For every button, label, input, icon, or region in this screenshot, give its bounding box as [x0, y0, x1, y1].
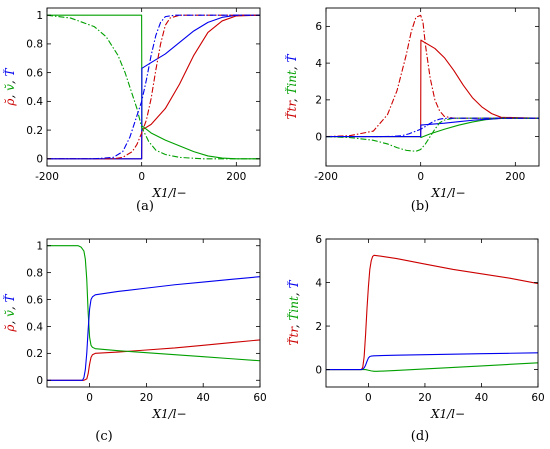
y-tick-label-c-1: 0.2: [26, 348, 43, 360]
y-tick-label-c-3: 0.6: [26, 294, 43, 306]
y-axis-label-part-d-1: ,: [287, 321, 301, 329]
x-tick-label-c-2: 40: [197, 392, 210, 404]
y-axis-label-part-c-3: ,: [3, 302, 17, 310]
y-tick-label-d-1: 2: [315, 321, 322, 333]
panel-caption-a: (a): [136, 199, 154, 214]
series-line-a-2: [47, 14, 260, 160]
axes-frame-c: [46, 238, 261, 388]
y-axis-label-part-a-2: v̆: [3, 84, 17, 91]
y-axis-label-part-c-1: ,: [3, 317, 17, 325]
y-tick-label-a-5: 1: [36, 10, 43, 22]
series-line-d-0: [326, 254, 538, 371]
x-tick-label-b-0: -200: [314, 171, 338, 183]
series-line-b-2: [326, 117, 539, 138]
x-tick-label-c-3: 60: [253, 392, 266, 404]
y-axis-label-part-a-0: ρ̆: [3, 99, 17, 107]
y-axis-label-part-c-2: v̆: [3, 310, 17, 317]
y-tick-label-c-5: 1: [36, 241, 43, 253]
panel-caption-c: (c): [95, 429, 112, 444]
x-tick-label-a-0: -200: [35, 171, 59, 183]
series-line-c-2: [47, 276, 260, 381]
y-tick-label-d-2: 4: [315, 277, 322, 289]
x-tick-label-d-3: 60: [531, 392, 544, 404]
y-axis-label-part-c-0: ρ̆: [3, 325, 17, 333]
series-line-b-0: [326, 39, 539, 138]
x-tick-label-b-2: 200: [505, 171, 525, 183]
series-line-c-0: [47, 339, 260, 381]
y-tick-label-d-3: 6: [315, 234, 322, 246]
x-tick-label-d-2: 40: [475, 392, 488, 404]
y-axis-label-part-d-4: T̆: [286, 280, 301, 289]
y-axis-label-part-d-3: ,: [287, 289, 301, 297]
series-line-a-3: [47, 14, 260, 160]
series-line-a-1: [47, 14, 260, 160]
x-axis-label-c: X1/l−: [151, 407, 186, 421]
y-tick-label-c-0: 0: [36, 375, 43, 387]
x-tick-label-a-1: 0: [138, 171, 145, 183]
x-tick-label-d-1: 20: [418, 392, 431, 404]
series-line-c-1: [47, 245, 260, 362]
y-axis-label-part-b-0: T̆tr: [284, 100, 299, 120]
y-axis-label-part-a-4: T̆: [2, 67, 17, 76]
y-tick-label-b-1: 2: [315, 95, 322, 107]
panel-caption-d: (d): [411, 429, 429, 444]
y-tick-label-a-4: 0.8: [26, 39, 43, 51]
x-tick-label-c-0: 0: [86, 392, 93, 404]
panel-d: 0 20 40 60 0 2 4 6 X1/l− T̆tr, T̆int, T̆ (d): [286, 234, 545, 444]
series-line-a-4: [47, 14, 260, 160]
panel-b: -200 0 200 0 2 4 6 X1/l− T̆tr, T̆int, T̆ (b): [284, 7, 540, 214]
y-tick-label-a-0: 0: [36, 154, 43, 166]
y-axis-label-part-b-3: ,: [285, 63, 299, 71]
y-axis-label-d: T̆tr, T̆int, T̆: [286, 280, 301, 346]
series-line-d-1: [326, 362, 538, 372]
y-tick-label-c-2: 0.4: [26, 321, 43, 333]
y-tick-label-b-2: 4: [315, 58, 322, 70]
panel-a: -200 0 200 0 0.2 0.4 0.6 0.8 1 X1/l− ρ̆, v̆, T̆ (a): [2, 7, 261, 214]
axes-frame-a: [46, 7, 261, 167]
y-tick-label-c-4: 0.8: [26, 267, 43, 279]
series-line-a-5: [47, 14, 260, 160]
panel-c: 0 20 40 60 0 0.2 0.4 0.6 0.8 1 X1/l− ρ̆, v̆, T̆ (c): [2, 238, 267, 444]
x-axis-label-b: X1/l−: [430, 186, 465, 200]
y-axis-label-part-c-4: T̆: [2, 293, 17, 302]
y-tick-label-b-3: 6: [315, 21, 322, 33]
y-axis-label-b: T̆tr, T̆int, T̆: [284, 54, 299, 120]
x-tick-label-a-2: 200: [226, 171, 246, 183]
y-axis-label-part-b-1: ,: [285, 95, 299, 103]
y-tick-label-b-0: 0: [315, 131, 322, 143]
y-axis-label-part-d-0: T̆tr: [286, 326, 301, 346]
series-line-b-4: [326, 117, 539, 152]
y-axis-label-part-d-2: T̆int: [286, 296, 301, 321]
y-tick-label-a-3: 0.6: [26, 67, 43, 79]
axes-frame-b: [325, 7, 540, 167]
y-axis-label-part-b-2: T̆int: [284, 70, 299, 95]
y-axis-label-part-a-1: ,: [3, 91, 17, 99]
x-tick-label-d-0: 0: [365, 392, 372, 404]
y-axis-label-a: ρ̆, v̆, T̆: [2, 67, 17, 106]
x-axis-label-d: X1/l−: [430, 407, 465, 421]
panel-caption-b: (b): [411, 199, 429, 214]
y-tick-label-a-1: 0.2: [26, 125, 43, 137]
y-tick-label-d-0: 0: [315, 364, 322, 376]
x-axis-label-a: X1/l−: [151, 186, 186, 200]
series-line-b-3: [326, 14, 539, 138]
y-axis-label-part-b-4: T̆: [284, 54, 299, 63]
y-tick-label-a-2: 0.4: [26, 96, 43, 108]
x-tick-label-b-1: 0: [417, 171, 424, 183]
y-axis-label-part-a-3: ,: [3, 76, 17, 84]
series-line-d-2: [326, 352, 538, 371]
axes-frame-d: [325, 238, 539, 388]
y-axis-label-c: ρ̆, v̆, T̆: [2, 293, 17, 332]
x-tick-label-c-1: 20: [140, 392, 153, 404]
